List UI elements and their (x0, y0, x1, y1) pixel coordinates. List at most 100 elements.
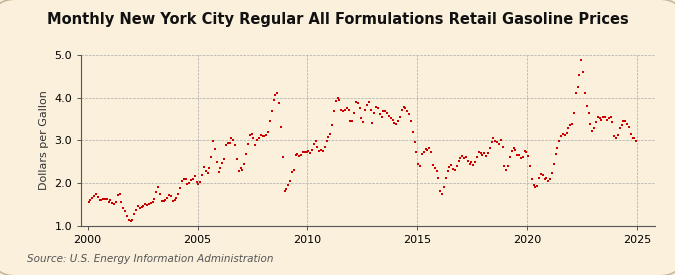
Point (418, 150, 429, 154)
Point (261, 133, 271, 137)
Point (380, 109, 391, 114)
Point (211, 160, 222, 165)
Point (567, 122, 578, 126)
Point (140, 202, 151, 206)
Point (455, 156, 466, 160)
Point (277, 155, 288, 160)
Point (103, 199, 114, 204)
Point (177, 178, 188, 183)
Point (499, 164, 510, 168)
Point (116, 200, 127, 204)
Point (169, 198, 180, 202)
Point (312, 144, 323, 149)
Point (404, 112, 414, 116)
Point (259, 134, 270, 138)
Point (554, 139, 565, 143)
Point (603, 116, 614, 120)
Point (237, 168, 248, 172)
Point (132, 204, 143, 208)
Point (222, 141, 233, 145)
Point (180, 177, 191, 182)
Point (462, 158, 473, 163)
Point (453, 158, 464, 163)
Point (450, 168, 460, 172)
Point (609, 134, 620, 138)
Point (85, 198, 96, 203)
Point (352, 101, 363, 105)
Point (521, 150, 532, 154)
Point (345, 119, 356, 123)
Point (279, 189, 290, 194)
Point (497, 144, 508, 149)
Point (308, 141, 319, 146)
Point (255, 133, 266, 137)
Text: Monthly New York City Regular All Formulations Retail Gasoline Prices: Monthly New York City Regular All Formul… (47, 12, 628, 28)
Point (479, 151, 489, 155)
Point (470, 160, 481, 164)
Point (213, 170, 224, 174)
Point (431, 169, 442, 173)
Point (493, 141, 504, 146)
Point (336, 107, 347, 112)
Point (400, 106, 411, 111)
Point (376, 115, 387, 119)
Point (257, 134, 268, 138)
Point (624, 125, 634, 130)
Point (217, 161, 227, 166)
Point (234, 169, 244, 173)
Point (131, 208, 142, 212)
Point (325, 132, 335, 136)
Point (254, 136, 265, 140)
Point (578, 70, 589, 74)
Point (228, 138, 239, 142)
Point (350, 100, 361, 104)
Point (587, 129, 597, 133)
Point (250, 142, 261, 147)
Point (151, 190, 162, 194)
Point (167, 199, 178, 203)
Point (358, 120, 369, 125)
Point (439, 185, 450, 189)
Point (88, 194, 99, 198)
Point (601, 118, 612, 122)
Point (484, 146, 495, 150)
Point (426, 150, 437, 154)
Point (535, 172, 546, 177)
Point (144, 202, 155, 206)
Point (616, 123, 627, 128)
Point (508, 146, 519, 150)
Point (611, 136, 622, 140)
Point (522, 154, 533, 159)
Point (530, 185, 541, 189)
Point (565, 123, 576, 128)
Point (193, 182, 204, 186)
Point (593, 115, 603, 119)
Point (268, 98, 279, 102)
Point (581, 104, 592, 108)
Point (519, 149, 530, 153)
Point (338, 109, 348, 114)
Point (362, 103, 373, 108)
Point (599, 115, 610, 119)
Point (560, 133, 570, 137)
Point (414, 164, 425, 168)
Point (622, 122, 632, 126)
Point (267, 109, 277, 114)
Point (625, 132, 636, 136)
Point (612, 133, 623, 137)
Point (510, 147, 520, 152)
Point (442, 169, 453, 173)
Point (558, 132, 568, 136)
Point (242, 141, 253, 146)
Point (248, 136, 259, 140)
Point (175, 185, 186, 190)
Point (543, 178, 554, 183)
Point (118, 206, 129, 211)
Point (171, 196, 182, 200)
Point (572, 85, 583, 89)
Point (288, 168, 299, 172)
Point (198, 165, 209, 169)
Point (444, 164, 455, 169)
Point (411, 150, 422, 154)
Point (301, 150, 312, 154)
